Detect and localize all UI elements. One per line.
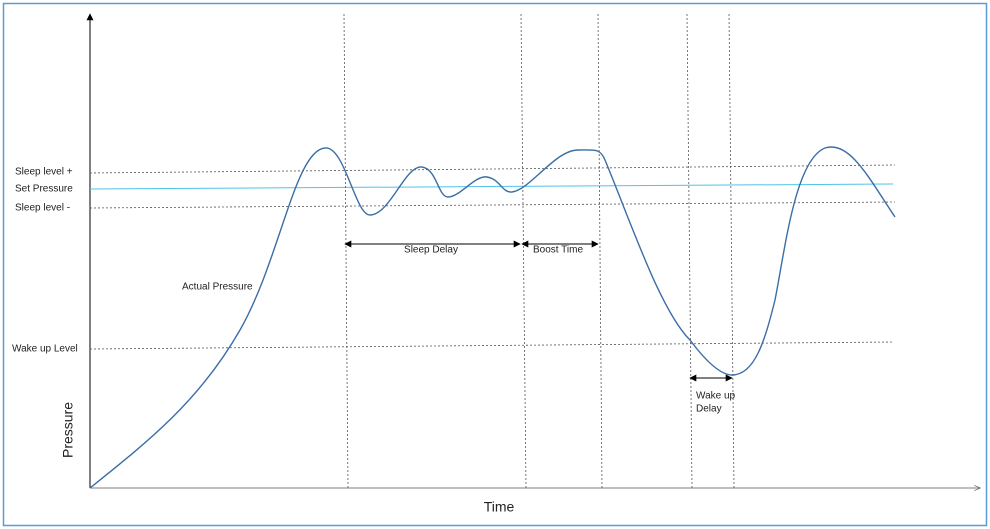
x-axis-label: Time xyxy=(484,499,515,515)
pressure-curve xyxy=(89,146,896,489)
wake-level-line xyxy=(89,341,894,350)
marker-line xyxy=(520,13,527,489)
curve-label: Actual Pressure xyxy=(182,282,253,293)
interval-label: Delay xyxy=(696,404,722,415)
marker-line xyxy=(686,13,693,489)
level-label: Sleep level + xyxy=(15,167,73,178)
sleep-minus-line xyxy=(89,201,896,209)
interval-label: Wake up xyxy=(696,391,736,402)
y-axis-label: Pressure xyxy=(60,402,76,458)
interval-label: Sleep Delay xyxy=(404,245,458,256)
level-label: Sleep level - xyxy=(15,203,70,214)
set-pressure-line xyxy=(89,183,894,190)
level-label: Set Pressure xyxy=(15,184,73,195)
level-label: Wake up Level xyxy=(12,344,78,355)
interval-label: Boost Time xyxy=(533,245,583,256)
marker-line xyxy=(343,13,349,489)
sleep-plus-line xyxy=(89,164,896,174)
marker-line xyxy=(728,13,735,489)
marker-line xyxy=(597,13,603,489)
